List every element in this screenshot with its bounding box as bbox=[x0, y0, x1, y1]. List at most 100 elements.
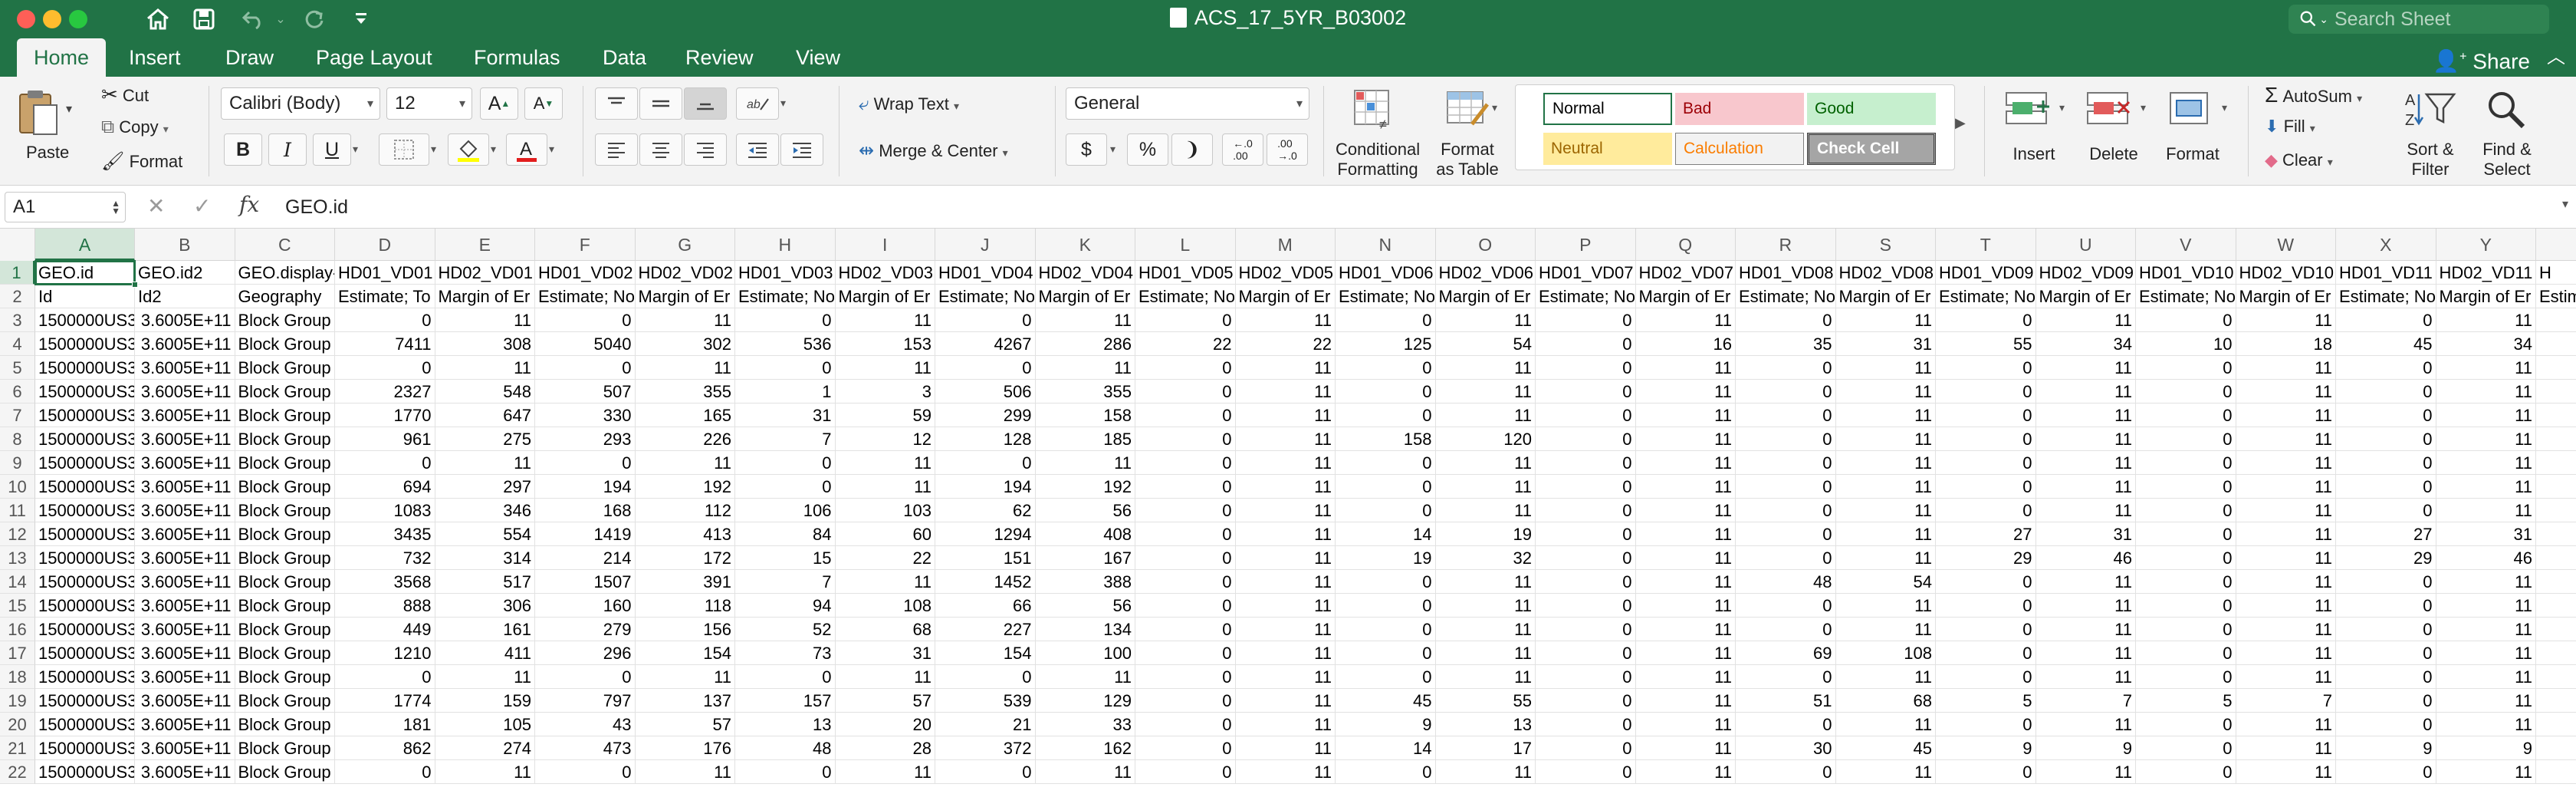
cell-a2[interactable]: Id bbox=[35, 285, 135, 308]
cell-m14[interactable]: 11 bbox=[1235, 570, 1336, 594]
cell-q9[interactable]: 11 bbox=[1635, 451, 1736, 475]
cell-k12[interactable]: 408 bbox=[1035, 522, 1135, 546]
cell-f5[interactable]: 0 bbox=[535, 356, 636, 380]
cell-g19[interactable]: 137 bbox=[635, 689, 735, 713]
fill-color-icon[interactable] bbox=[448, 133, 489, 166]
cell-n14[interactable]: 0 bbox=[1336, 570, 1436, 594]
cell-h18[interactable]: 0 bbox=[735, 665, 836, 689]
cell-u5[interactable]: 11 bbox=[2036, 356, 2136, 380]
cell-n22[interactable]: 0 bbox=[1336, 760, 1436, 784]
cell-c19[interactable]: Block Group bbox=[235, 689, 335, 713]
cell-w1[interactable]: HD02_VD10 bbox=[2236, 261, 2336, 285]
clear-button[interactable]: ◆ Clear ▾ bbox=[2265, 150, 2333, 170]
cell-j19[interactable]: 539 bbox=[935, 689, 1036, 713]
cell-g7[interactable]: 165 bbox=[635, 404, 735, 427]
formula-input[interactable]: GEO.id bbox=[285, 196, 348, 218]
cell-r6[interactable]: 0 bbox=[1736, 380, 1836, 404]
cell-o8[interactable]: 120 bbox=[1435, 427, 1536, 451]
cell-a19[interactable]: 1500000US3 bbox=[35, 689, 135, 713]
cell-m22[interactable]: 11 bbox=[1235, 760, 1336, 784]
cell-d12[interactable]: 3435 bbox=[335, 522, 435, 546]
cell-f1[interactable]: HD01_VD02 bbox=[535, 261, 636, 285]
cell-e9[interactable]: 11 bbox=[435, 451, 535, 475]
cell-n11[interactable]: 0 bbox=[1336, 499, 1436, 522]
row-header-10[interactable]: 10 bbox=[0, 475, 35, 499]
cell-g5[interactable]: 11 bbox=[635, 356, 735, 380]
cell-q15[interactable]: 11 bbox=[1635, 594, 1736, 618]
cell-e7[interactable]: 647 bbox=[435, 404, 535, 427]
cell-k15[interactable]: 56 bbox=[1035, 594, 1135, 618]
cell-r11[interactable]: 0 bbox=[1736, 499, 1836, 522]
cell-d10[interactable]: 694 bbox=[335, 475, 435, 499]
cell-f18[interactable]: 0 bbox=[535, 665, 636, 689]
cell-f22[interactable]: 0 bbox=[535, 760, 636, 784]
cell-x14[interactable]: 0 bbox=[2336, 570, 2436, 594]
conditional-formatting-icon[interactable]: ≠ bbox=[1343, 84, 1403, 133]
cell-z17[interactable] bbox=[2536, 641, 2576, 665]
cell-m11[interactable]: 11 bbox=[1235, 499, 1336, 522]
cell-a9[interactable]: 1500000US3 bbox=[35, 451, 135, 475]
format-painter-button[interactable]: 🖌 Format bbox=[101, 151, 183, 172]
cell-v1[interactable]: HD01_VD10 bbox=[2136, 261, 2236, 285]
cell-c8[interactable]: Block Group bbox=[235, 427, 335, 451]
tab-draw[interactable]: Draw bbox=[225, 46, 274, 69]
cell-b3[interactable]: 3.6005E+11 bbox=[135, 308, 235, 332]
cell-n7[interactable]: 0 bbox=[1336, 404, 1436, 427]
cell-x8[interactable]: 0 bbox=[2336, 427, 2436, 451]
sort-filter-button[interactable]: Sort & Filter bbox=[2407, 140, 2454, 179]
cell-s11[interactable]: 11 bbox=[1835, 499, 1936, 522]
percent-format-button[interactable]: % bbox=[1127, 133, 1168, 166]
decrease-decimal-icon[interactable]: .00 →.0 bbox=[1267, 133, 1308, 166]
cell-c17[interactable]: Block Group bbox=[235, 641, 335, 665]
cell-k16[interactable]: 134 bbox=[1035, 618, 1135, 641]
cell-v20[interactable]: 0 bbox=[2136, 713, 2236, 736]
cell-a10[interactable]: 1500000US3 bbox=[35, 475, 135, 499]
cell-z11[interactable] bbox=[2536, 499, 2576, 522]
cell-x17[interactable]: 0 bbox=[2336, 641, 2436, 665]
cell-l7[interactable]: 0 bbox=[1135, 404, 1236, 427]
cell-e18[interactable]: 11 bbox=[435, 665, 535, 689]
cell-x11[interactable]: 0 bbox=[2336, 499, 2436, 522]
cell-r16[interactable]: 0 bbox=[1736, 618, 1836, 641]
cell-m8[interactable]: 11 bbox=[1235, 427, 1336, 451]
cell-u11[interactable]: 11 bbox=[2036, 499, 2136, 522]
column-header-y[interactable]: Y bbox=[2436, 229, 2536, 261]
cell-l16[interactable]: 0 bbox=[1135, 618, 1236, 641]
cell-b16[interactable]: 3.6005E+11 bbox=[135, 618, 235, 641]
row-header-16[interactable]: 16 bbox=[0, 618, 35, 641]
cell-i17[interactable]: 31 bbox=[835, 641, 935, 665]
comma-style-button[interactable]: ❩ bbox=[1171, 133, 1213, 166]
cell-e14[interactable]: 517 bbox=[435, 570, 535, 594]
cell-c1[interactable]: GEO.display- bbox=[235, 261, 335, 285]
cell-h16[interactable]: 52 bbox=[735, 618, 836, 641]
spreadsheet-grid[interactable]: ABCDEFGHIJKLMNOPQRSTUVWXYZ 1GEO.idGEO.id… bbox=[0, 229, 2576, 807]
cell-b19[interactable]: 3.6005E+11 bbox=[135, 689, 235, 713]
column-header-j[interactable]: J bbox=[935, 229, 1036, 261]
cell-r14[interactable]: 48 bbox=[1736, 570, 1836, 594]
cell-q18[interactable]: 11 bbox=[1635, 665, 1736, 689]
fill-handle[interactable] bbox=[132, 282, 138, 288]
cell-u15[interactable]: 11 bbox=[2036, 594, 2136, 618]
cell-g16[interactable]: 156 bbox=[635, 618, 735, 641]
insert-cells-button[interactable]: Insert bbox=[2013, 144, 2055, 163]
cell-b15[interactable]: 3.6005E+11 bbox=[135, 594, 235, 618]
cell-r8[interactable]: 0 bbox=[1736, 427, 1836, 451]
cell-a20[interactable]: 1500000US3 bbox=[35, 713, 135, 736]
column-header-z[interactable]: Z bbox=[2536, 229, 2576, 261]
cell-k10[interactable]: 192 bbox=[1035, 475, 1135, 499]
insert-cells-icon[interactable] bbox=[1998, 86, 2058, 132]
cell-i18[interactable]: 11 bbox=[835, 665, 935, 689]
cell-b17[interactable]: 3.6005E+11 bbox=[135, 641, 235, 665]
cell-r10[interactable]: 0 bbox=[1736, 475, 1836, 499]
font-size-select[interactable]: 12 ▾ bbox=[386, 87, 472, 120]
cell-j8[interactable]: 128 bbox=[935, 427, 1036, 451]
cell-s8[interactable]: 11 bbox=[1835, 427, 1936, 451]
cell-d14[interactable]: 3568 bbox=[335, 570, 435, 594]
redo-icon[interactable] bbox=[299, 5, 330, 34]
cell-e15[interactable]: 306 bbox=[435, 594, 535, 618]
cell-x5[interactable]: 0 bbox=[2336, 356, 2436, 380]
cell-u12[interactable]: 31 bbox=[2036, 522, 2136, 546]
cell-v12[interactable]: 0 bbox=[2136, 522, 2236, 546]
cell-b13[interactable]: 3.6005E+11 bbox=[135, 546, 235, 570]
cell-q17[interactable]: 11 bbox=[1635, 641, 1736, 665]
